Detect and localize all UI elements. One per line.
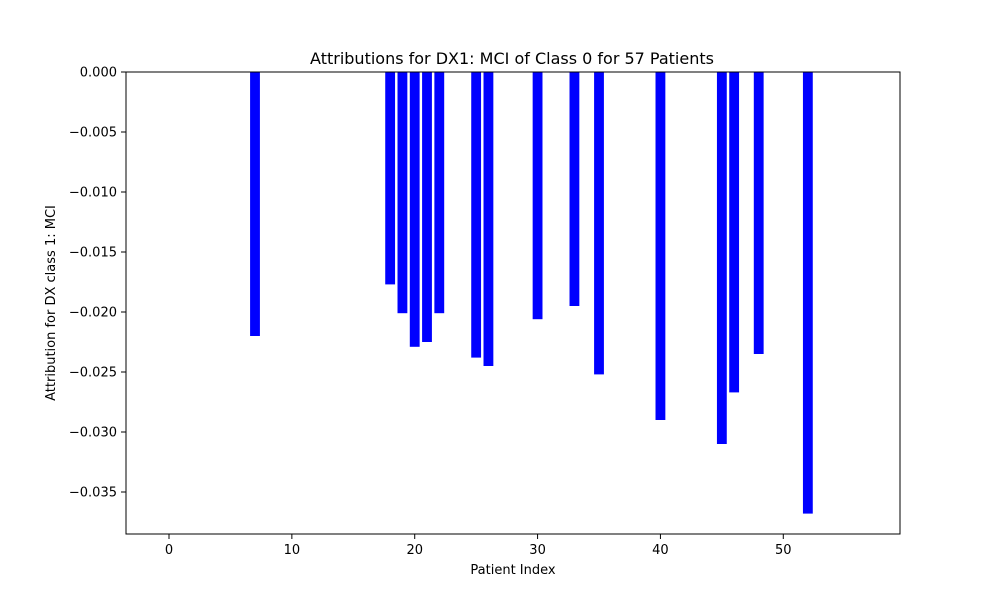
x-tick-label: 20 — [406, 543, 423, 558]
y-tick-label: −0.005 — [69, 126, 117, 141]
bar-patient-48 — [753, 72, 764, 354]
bar-patient-30 — [532, 72, 543, 320]
chart-title: Attributions for DX1: MCI of Class 0 for… — [310, 49, 714, 68]
bar-patient-22 — [434, 72, 445, 314]
bar-patient-46 — [729, 72, 740, 393]
y-tick-label: −0.030 — [69, 426, 117, 441]
bar-patient-35 — [594, 72, 604, 375]
bar-patient-33 — [569, 72, 580, 306]
x-tick-label: 40 — [652, 543, 669, 558]
x-axis-label: Patient Index — [470, 563, 555, 578]
plot-frame — [125, 71, 901, 535]
bar-patient-45 — [716, 72, 727, 444]
y-axis-ticks: 0.000 −0.005 −0.010 −0.015 −0.020 −0.025 −0.03… — [69, 66, 126, 501]
y-tick-label: −0.010 — [69, 186, 117, 201]
bar-patient-20 — [409, 72, 420, 347]
bars — [250, 72, 813, 514]
y-tick-label: −0.020 — [69, 306, 117, 321]
y-tick-label: −0.025 — [69, 366, 117, 381]
bar-patient-18 — [385, 72, 396, 285]
x-tick-label: 0 — [165, 543, 173, 558]
y-tick-label: 0.000 — [80, 66, 117, 81]
x-axis-ticks: 0 10 20 30 40 50 — [165, 534, 792, 558]
bar-patient-19 — [397, 72, 408, 314]
x-tick-label: 50 — [775, 543, 792, 558]
bar-patient-26 — [483, 72, 494, 366]
x-tick-label: 30 — [529, 543, 546, 558]
bar-patient-21 — [422, 72, 432, 342]
bar-patient-7 — [250, 72, 260, 336]
x-tick-label: 10 — [284, 543, 301, 558]
bar-patient-25 — [471, 72, 482, 358]
bar-patient-52 — [802, 72, 813, 514]
bar-patient-40 — [655, 72, 666, 420]
y-axis-label: Attribution for DX class 1: MCI — [44, 205, 59, 401]
y-tick-label: −0.035 — [69, 486, 117, 501]
y-tick-label: −0.015 — [69, 246, 117, 261]
